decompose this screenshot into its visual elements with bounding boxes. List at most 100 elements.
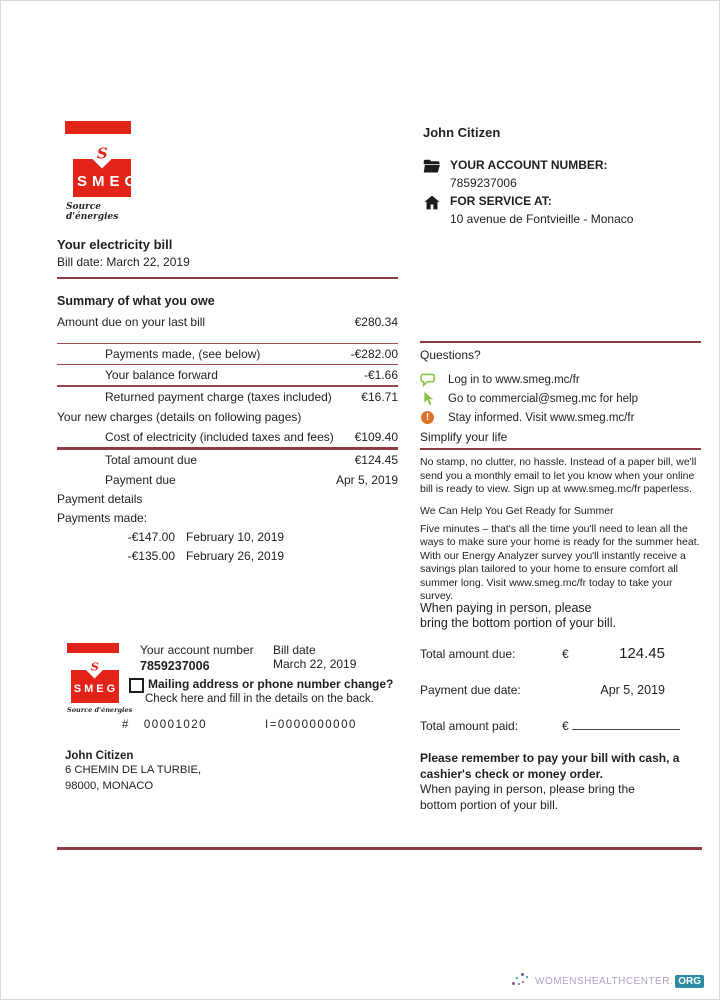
- questions-title: Questions?: [420, 348, 481, 362]
- summary-row: Returned payment charge (taxes included)…: [57, 385, 398, 407]
- watermark-tld-badge: ORG: [675, 974, 704, 988]
- payment-reminder: Please remember to pay your bill with ca…: [420, 751, 692, 813]
- reminder-bold-text: Please remember to pay your bill with ca…: [420, 751, 680, 781]
- account-number-label: YOUR ACCOUNT NUMBER:: [450, 158, 608, 172]
- payment-line: -€135.00 February 26, 2019: [57, 547, 398, 566]
- watermark-site-text: WOMENSHEALTHCENTER.: [535, 975, 674, 987]
- logo-mark-letter: S: [96, 144, 108, 162]
- reminder-line2: bottom portion of your bill.: [420, 797, 559, 812]
- address-change-label: Mailing address or phone number change?: [148, 677, 394, 691]
- chat-bubble-icon: [420, 373, 435, 387]
- summary-row: Amount due on your last bill €280.34: [57, 312, 398, 332]
- logo-top-bar: [67, 643, 119, 653]
- logo-square: S SMEG: [71, 654, 119, 703]
- summary-row-label: Returned payment charge (taxes included): [105, 390, 332, 404]
- address-change-note: Check here and fill in the details on th…: [145, 693, 374, 705]
- due-date-row: Payment due date: Apr 5, 2019: [420, 683, 701, 697]
- pay-in-person-block: When paying in person, please bring the …: [420, 601, 701, 733]
- amount-paid-fill-line[interactable]: [571, 717, 680, 730]
- pay-note-line1: When paying in person, please: [420, 601, 592, 615]
- summary-row: Payments made, (see below) -€282.00: [57, 343, 398, 364]
- question-item: ! Stay informed. Visit www.smeg.mc/fr: [420, 408, 701, 427]
- amount-paid-label: Total amount paid:: [420, 719, 519, 733]
- currency-symbol: €: [562, 719, 569, 733]
- info-column: Questions? Log in to www.smeg.mc/fr Go t…: [420, 341, 701, 604]
- summary-row: Cost of electricity (included taxes and …: [57, 427, 398, 447]
- payment-amount: -€147.00: [127, 530, 175, 544]
- mailing-address-line1: 6 CHEMIN DE LA TURBIE,: [65, 764, 202, 776]
- logo-wordmark: SMEG: [77, 173, 142, 190]
- service-address: 10 avenue de Fontvieille - Monaco: [450, 212, 634, 226]
- question-item-text: Go to commercial@smeg.mc for help: [448, 392, 638, 405]
- recipient-name: John Citizen: [423, 125, 501, 140]
- summary-row-value: Apr 5, 2019: [335, 473, 398, 487]
- bottom-rule: [57, 847, 702, 850]
- watermark-dots-icon: [512, 973, 532, 989]
- summary-row-value: €124.45: [354, 453, 398, 467]
- payment-date: February 10, 2019: [186, 530, 285, 544]
- summary-row-payment-due: Payment due Apr 5, 2019: [57, 470, 398, 490]
- smeg-logo: S SMEG Source d'énergies: [65, 121, 142, 222]
- question-item-text: Log in to www.smeg.mc/fr: [448, 373, 580, 386]
- total-due-value: 124.45: [619, 645, 665, 662]
- account-panel: John Citizen YOUR ACCOUNT NUMBER: 785923…: [423, 125, 698, 230]
- alert-icon: !: [420, 410, 436, 425]
- stub-bill-date-value: March 22, 2019: [273, 657, 357, 671]
- reminder-line1: When paying in person, please bring the: [420, 782, 635, 796]
- payment-amount: -€135.00: [127, 549, 175, 563]
- summary-row-value: €16.71: [361, 390, 398, 404]
- total-due-label: Total amount due:: [420, 647, 516, 661]
- summary-row-label: Your new charges (details on following p…: [57, 410, 302, 424]
- address-change-checkbox[interactable]: [129, 678, 144, 693]
- mailing-address-block: John Citizen 6 CHEMIN DE LA TURBIE, 9800…: [65, 750, 201, 794]
- divider-rule: [57, 277, 398, 279]
- payment-line: -€147.00 February 10, 2019: [57, 528, 398, 547]
- pay-note-line2: bring the bottom portion of your bill.: [420, 616, 616, 630]
- logo-square: S SMEG: [73, 137, 142, 197]
- divider-rule: [420, 448, 701, 450]
- simplify-your-life-label: Simplify your life: [420, 430, 508, 444]
- bill-title: Your electricity bill: [57, 237, 173, 252]
- stub-code-right: I=0000000000: [265, 719, 357, 731]
- question-item-text: Stay informed. Visit www.smeg.mc/fr: [448, 411, 635, 424]
- stub-account-label: Your account number: [140, 643, 254, 657]
- summary-row-label: Amount due on your last bill: [57, 315, 206, 329]
- logo-tagline: Source d'énergies: [66, 202, 119, 222]
- due-date-label: Payment due date:: [420, 683, 521, 697]
- summary-title: Summary of what you owe: [57, 294, 215, 308]
- smeg-logo-small: S SMEG Source d'énergies: [67, 643, 132, 714]
- divider-rule: [420, 341, 701, 343]
- payment-details-title: Payment details: [57, 492, 143, 506]
- summary-row-label: Payments made, (see below): [105, 347, 261, 361]
- currency-symbol: €: [562, 647, 569, 661]
- summary-row-value: -€282.00: [350, 347, 398, 361]
- summary-row: Your balance forward -€1.66: [57, 364, 398, 385]
- summary-row-label: Cost of electricity (included taxes and …: [105, 430, 334, 444]
- mailing-address-line2: 98000, MONACO: [65, 780, 154, 792]
- summary-row: Your new charges (details on following p…: [57, 407, 398, 427]
- watermark: WOMENSHEALTHCENTER. ORG: [512, 973, 704, 989]
- summary-row-total: Total amount due €124.45: [57, 447, 398, 470]
- mailing-name: John Citizen: [65, 750, 134, 762]
- summary-row-value: €280.34: [354, 315, 398, 329]
- question-item: Log in to www.smeg.mc/fr: [420, 370, 701, 389]
- logo-wordmark: SMEG: [73, 683, 119, 695]
- total-due-row: Total amount due: € 124.45: [420, 645, 701, 662]
- folder-icon: [423, 159, 440, 173]
- payment-stub: Your account number 7859237006 Bill date…: [65, 641, 395, 741]
- cursor-icon: [424, 391, 434, 406]
- stub-code-hash: #: [122, 719, 130, 731]
- summer-heading: We Can Help You Get Ready for Summer: [420, 504, 614, 517]
- service-at-label: FOR SERVICE AT:: [450, 194, 552, 208]
- logo-top-bar: [65, 121, 131, 134]
- stub-code-left: #00001020: [122, 719, 207, 731]
- summer-paragraph: Five minutes – that's all the time you'l…: [420, 522, 700, 603]
- summary-row-value: €109.40: [354, 430, 398, 444]
- amount-paid-row: Total amount paid: €: [420, 717, 701, 733]
- house-icon: [424, 195, 440, 210]
- bill-summary-column: Your electricity bill Bill date: March 2…: [57, 237, 398, 566]
- due-date-value: Apr 5, 2019: [600, 683, 665, 697]
- stub-bill-date-label: Bill date: [273, 643, 316, 657]
- bill-date: Bill date: March 22, 2019: [57, 255, 190, 269]
- summary-row-label: Total amount due: [105, 453, 198, 467]
